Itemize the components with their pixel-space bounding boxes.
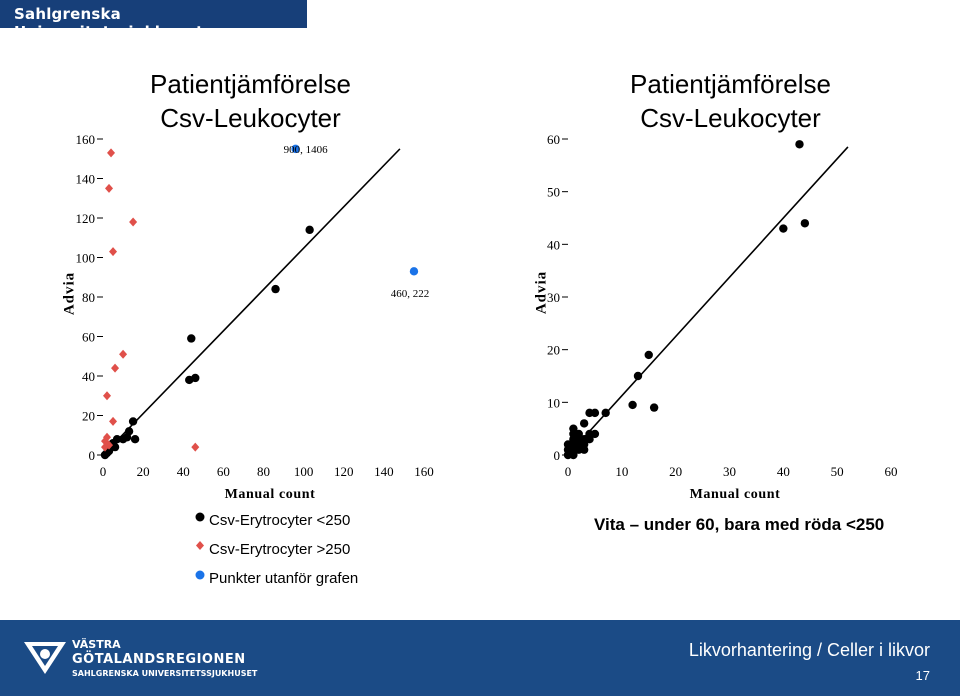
data-point <box>191 373 200 383</box>
data-point <box>110 442 120 452</box>
legend-label: Punkter utanför grafen <box>209 570 359 587</box>
data-point <box>187 334 196 343</box>
y-tick-label: 40 <box>82 369 95 384</box>
data-point <box>649 403 659 412</box>
y-tick-label: 140 <box>76 172 96 187</box>
chart1-title: Patientjämförelse Csv-Leukocyter <box>150 69 351 133</box>
reference-line <box>567 146 849 456</box>
blue-circle-icon <box>195 570 205 580</box>
legend-label: Csv-Erytrocyter <250 <box>209 512 351 529</box>
x-tick-label: 60 <box>217 464 230 479</box>
data-point-diamond <box>129 217 138 227</box>
logo-line-3: SAHLGRENSKA UNIVERSITETSSJUKHUSET <box>72 669 258 678</box>
x-tick-label: 0 <box>565 464 572 479</box>
data-point-diamond <box>109 416 118 426</box>
x-tick-label: 20 <box>669 464 682 479</box>
data-point-diamond <box>105 440 114 450</box>
reference-line <box>102 148 401 456</box>
point-annotation: 460, 222 <box>391 288 430 300</box>
data-point <box>590 429 600 439</box>
y-tick-label: 0 <box>554 448 561 463</box>
vgr-logo-icon <box>24 642 66 674</box>
data-point-diamond <box>111 363 120 373</box>
x-tick-label: 40 <box>777 464 790 479</box>
org-name: Sahlgrenska Universitetssjukhuset <box>14 5 204 41</box>
data-point-diamond <box>109 247 118 257</box>
y-tick-label: 20 <box>547 343 560 358</box>
x-tick-label: 140 <box>374 464 394 479</box>
y-tick-label: 10 <box>547 395 560 410</box>
x-tick-label: 0 <box>100 464 107 479</box>
y-tick-label: 40 <box>547 237 560 252</box>
y-tick-label: 60 <box>547 132 560 147</box>
data-point <box>409 267 419 276</box>
chart2-title: Patientjämförelse Csv-Leukocyter <box>630 69 831 133</box>
data-point <box>128 417 138 426</box>
data-point <box>130 435 140 444</box>
logo-line-2: GÖTALANDSREGIONEN <box>72 652 246 667</box>
y-tick-label: 0 <box>89 448 96 463</box>
x-tick-label: 100 <box>294 464 314 479</box>
data-point <box>628 400 637 410</box>
chart1-plot: 0 20 40 60 80 100 120 140 160 0 20 40 60 80 100 120 140 1… <box>76 132 434 502</box>
data-point <box>579 419 589 428</box>
data-point <box>569 424 578 433</box>
x-tick-label: 20 <box>137 464 150 479</box>
data-point <box>795 140 804 149</box>
note-text: Vita – under 60, bara med röda <250 <box>594 515 885 534</box>
logo-line-1: VÄSTRA <box>72 638 121 651</box>
data-point-diamond <box>191 442 200 452</box>
x-tick-label: 60 <box>885 464 898 479</box>
x-tick-label: 80 <box>257 464 270 479</box>
y-tick-label: 160 <box>76 132 96 147</box>
data-point-diamond <box>103 432 112 442</box>
footer-title: Likvorhantering / Celler i likvor <box>688 640 930 660</box>
data-point <box>574 429 583 439</box>
black-circle-icon <box>195 512 205 522</box>
data-point <box>124 427 134 436</box>
data-point <box>305 225 314 235</box>
y-tick-label: 80 <box>82 290 95 305</box>
data-point <box>644 350 653 360</box>
data-point <box>271 284 280 294</box>
x-tick-label: 120 <box>334 464 354 479</box>
x-tick-label: 160 <box>414 464 434 479</box>
point-annotation: 900, 1406 <box>284 144 329 156</box>
data-point <box>779 224 788 233</box>
y-tick-label: 20 <box>82 409 95 424</box>
y-tick-label: 100 <box>76 251 96 266</box>
x-tick-label: 50 <box>831 464 844 479</box>
x-tick-label: 40 <box>177 464 190 479</box>
red-diamond-icon <box>196 541 204 550</box>
data-point <box>601 408 610 418</box>
data-point-diamond <box>119 349 128 359</box>
x-tick-label: 10 <box>615 464 628 479</box>
data-point-diamond <box>105 183 114 193</box>
data-point <box>800 219 810 228</box>
y-tick-label: 120 <box>76 211 96 226</box>
data-point-diamond <box>103 391 112 401</box>
footer: VÄSTRA GÖTALANDSREGIONEN SAHLGRENSKA UNI… <box>0 620 960 696</box>
y-tick-label: 60 <box>82 330 95 345</box>
data-point <box>291 144 300 154</box>
y-tick-label: 50 <box>547 185 560 200</box>
data-point <box>633 371 643 381</box>
data-point-diamond <box>107 148 116 158</box>
data-point <box>590 408 600 418</box>
page-number: 17 <box>915 668 930 683</box>
x-axis-label: Manual count <box>690 487 781 502</box>
legend-label: Csv-Erytrocyter >250 <box>209 541 351 558</box>
chart2-plot: 0 10 20 30 40 50 60 0 10 20 30 40 50 60 Manual count <box>547 132 898 502</box>
y-tick-label: 30 <box>547 290 560 305</box>
header-band: Sahlgrenska Universitetssjukhuset <box>0 0 307 41</box>
x-tick-label: 30 <box>723 464 736 479</box>
x-axis-label: Manual count <box>225 487 316 502</box>
data-point <box>112 435 122 444</box>
